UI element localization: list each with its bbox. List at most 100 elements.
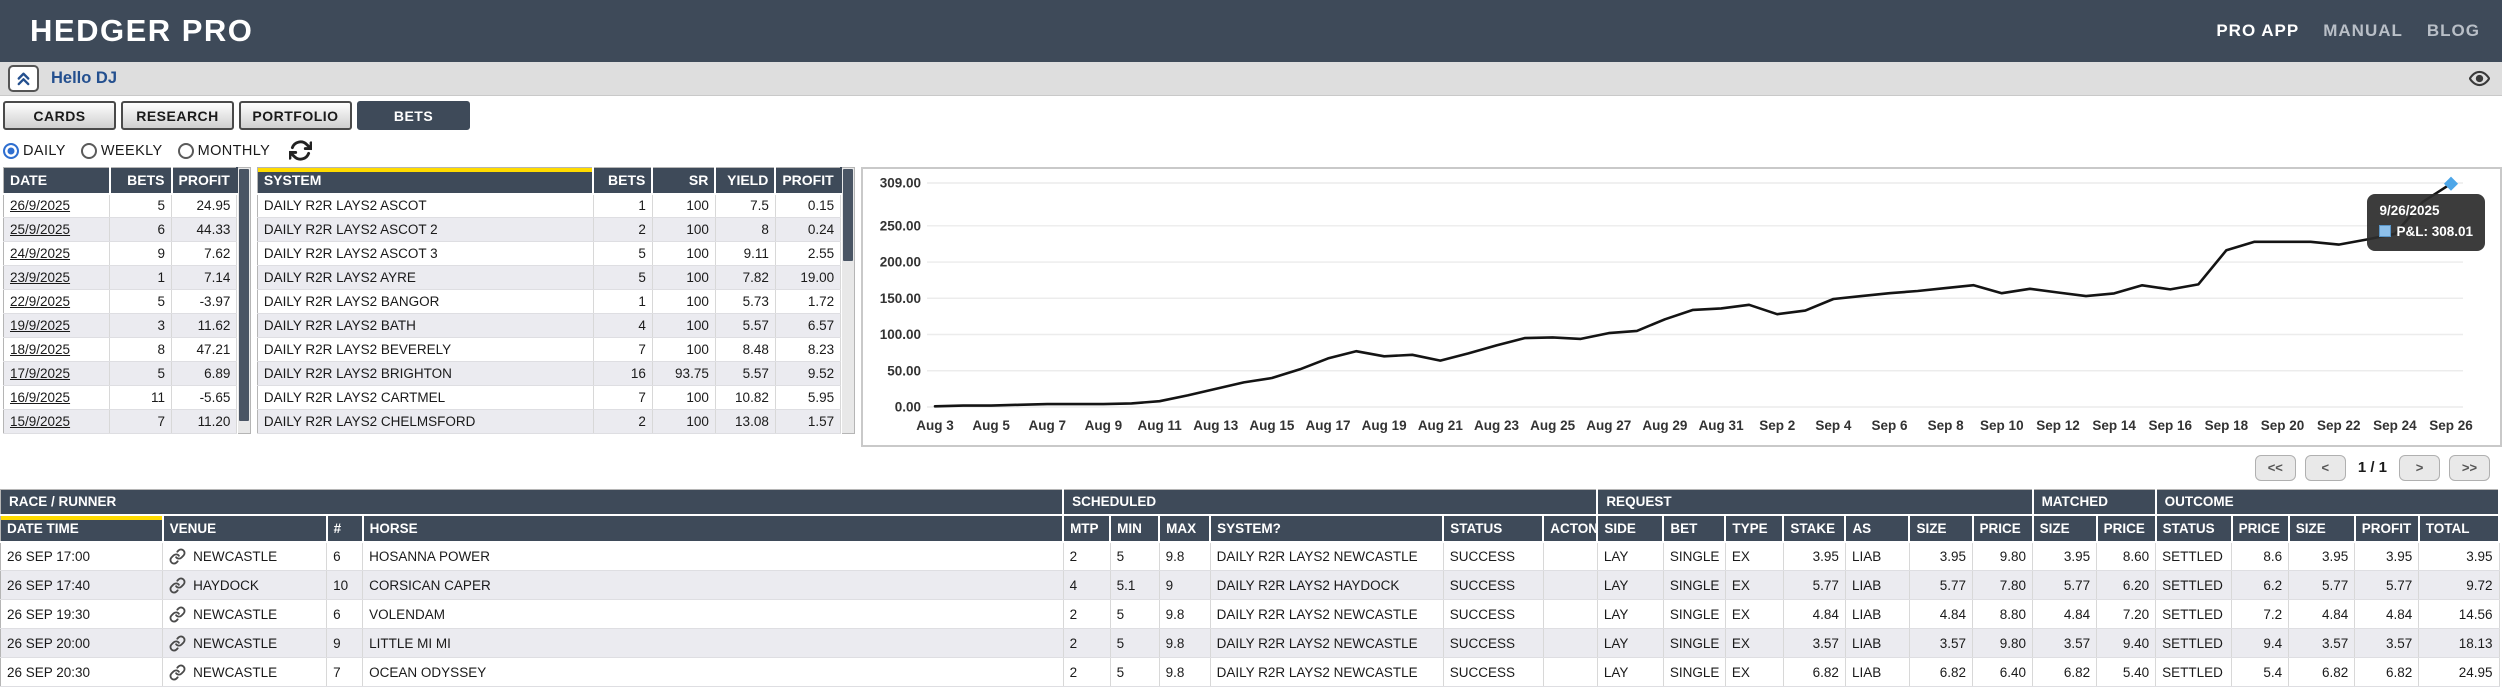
bets-cell: 9.8 <box>1159 657 1211 687</box>
bets-cell: LAY <box>1597 628 1664 658</box>
bets-cell: SUCCESS <box>1443 628 1544 658</box>
system-col-system[interactable]: SYSTEM <box>257 167 595 195</box>
bets-col-max-6[interactable]: MAX <box>1159 514 1212 543</box>
bets-cell: 6.82 <box>2288 657 2356 687</box>
bets-cell: SETTLED <box>2155 657 2233 687</box>
refresh-button[interactable] <box>289 139 313 162</box>
bets-cell: NEWCASTLE <box>162 657 328 687</box>
radio-daily[interactable]: DAILY <box>3 142 66 159</box>
visibility-toggle[interactable] <box>2469 68 2490 89</box>
bets-col-acton-9[interactable]: ACTON <box>1543 514 1599 543</box>
bets-cell: 5.77 <box>1909 570 1974 600</box>
bets-group-matched: MATCHED <box>2032 489 2157 516</box>
bets-col-mtp-4[interactable]: MTP <box>1063 514 1112 543</box>
daily-date-link[interactable]: 26/9/2025 <box>3 193 110 218</box>
bets-cell <box>1543 599 1598 629</box>
tab-portfolio[interactable]: PORTFOLIO <box>239 101 352 130</box>
bets-col-horse-3[interactable]: HORSE <box>362 514 1065 543</box>
nav-link-manual[interactable]: MANUAL <box>2323 21 2403 40</box>
svg-text:309.00: 309.00 <box>879 176 920 191</box>
eye-icon <box>2469 68 2490 89</box>
venue-cell: NEWCASTLE <box>169 635 320 652</box>
next-page-button[interactable]: > <box>2399 454 2440 481</box>
bets-col-bet-11[interactable]: BET <box>1663 514 1727 543</box>
svg-text:Aug 17: Aug 17 <box>1305 418 1350 433</box>
bets-col-price-20[interactable]: PRICE <box>2231 514 2290 543</box>
system-cell: 7.82 <box>715 265 776 290</box>
bets-col-venue-1[interactable]: VENUE <box>162 514 328 543</box>
chain-link-icon[interactable] <box>169 664 186 681</box>
bets-cell: 5.77 <box>2354 570 2420 600</box>
bets-col-size-17[interactable]: SIZE <box>2032 514 2098 543</box>
daily-col-bets[interactable]: BETS <box>109 167 173 195</box>
system-table-scrollbar[interactable] <box>841 167 855 434</box>
svg-text:Sep 4: Sep 4 <box>1815 418 1852 433</box>
bets-col-datetime-0[interactable]: DATE TIME <box>0 514 164 543</box>
tab-research[interactable]: RESEARCH <box>121 101 234 130</box>
collapse-button[interactable] <box>8 65 39 92</box>
bets-col-profit-22[interactable]: PROFIT <box>2354 514 2420 543</box>
venue-name: NEWCASTLE <box>193 664 278 680</box>
system-col-profit[interactable]: PROFIT <box>775 167 842 195</box>
daily-date-link[interactable]: 17/9/2025 <box>3 361 110 386</box>
bets-cell: 5 <box>1110 628 1160 658</box>
system-cell: 1.72 <box>775 289 842 314</box>
chain-link-icon[interactable] <box>169 606 186 623</box>
period-filter-bar: DAILY WEEKLY MONTHLY <box>0 131 2502 163</box>
nav-link-pro-app[interactable]: PRO APP <box>2216 21 2300 40</box>
daily-date-link[interactable]: 23/9/2025 <box>3 265 110 290</box>
bets-col-size-15[interactable]: SIZE <box>1909 514 1974 543</box>
pnl-line-chart[interactable]: 309.00 250.00 200.00 150.00 100.00 50.00 0.00 A… <box>863 169 2479 443</box>
system-row: DAILY R2R LAYS2 CHELMSFORD 2 100 13.08 1.57 <box>257 409 842 434</box>
daily-date-link[interactable]: 16/9/2025 <box>3 385 110 410</box>
bets-col-system-7[interactable]: SYSTEM? <box>1210 514 1445 543</box>
prev-page-button[interactable]: < <box>2304 454 2346 481</box>
nav-link-blog[interactable]: BLOG <box>2426 21 2480 40</box>
chain-link-icon[interactable] <box>169 577 186 594</box>
daily-date-link[interactable]: 25/9/2025 <box>3 217 110 242</box>
first-page-button[interactable]: << <box>2254 454 2296 481</box>
daily-date-link[interactable]: 19/9/2025 <box>3 313 110 338</box>
bets-col-status-19[interactable]: STATUS <box>2155 514 2233 543</box>
bets-col-as-14[interactable]: AS <box>1845 514 1911 543</box>
system-cell: 5.73 <box>715 289 776 314</box>
bets-col-min-5[interactable]: MIN <box>1110 514 1161 543</box>
radio-monthly[interactable]: MONTHLY <box>177 142 271 159</box>
bets-col-size-21[interactable]: SIZE <box>2288 514 2356 543</box>
bets-col-side-10[interactable]: SIDE <box>1597 514 1665 543</box>
bets-cell: 3.57 <box>1783 628 1846 658</box>
daily-cell: 3 <box>109 313 172 338</box>
daily-date-link[interactable]: 15/9/2025 <box>3 409 110 434</box>
bets-col-price-16[interactable]: PRICE <box>1972 514 2034 543</box>
tab-bets[interactable]: BETS <box>357 101 470 130</box>
daily-table-scrollbar[interactable] <box>237 167 251 434</box>
svg-text:Sep 8: Sep 8 <box>1927 418 1964 433</box>
daily-col-date[interactable]: DATE <box>3 167 111 195</box>
system-col-bets[interactable]: BETS <box>593 167 654 195</box>
system-cell: 6.57 <box>775 313 842 338</box>
bets-col-total-23[interactable]: TOTAL <box>2418 514 2501 543</box>
system-cell: 100 <box>652 337 716 362</box>
system-cell: 100 <box>652 241 716 266</box>
radio-weekly[interactable]: WEEKLY <box>80 142 163 159</box>
daily-date-link[interactable]: 22/9/2025 <box>3 289 110 314</box>
svg-text:Aug 21: Aug 21 <box>1418 418 1464 433</box>
system-panel: SYSTEM BETS SR YIELD PROFIT DAILY R2R LAYS2 … <box>256 167 855 434</box>
bets-cell: 4 <box>1063 570 1111 600</box>
system-col-yield[interactable]: YIELD <box>715 167 777 195</box>
bets-col-price-18[interactable]: PRICE <box>2096 514 2157 543</box>
system-col-sr[interactable]: SR <box>652 167 717 195</box>
chain-link-icon[interactable] <box>169 548 186 565</box>
daily-date-link[interactable]: 18/9/2025 <box>3 337 110 362</box>
svg-text:Aug 31: Aug 31 <box>1698 418 1744 433</box>
bets-col-status-8[interactable]: STATUS <box>1443 514 1545 543</box>
bets-col-stake-13[interactable]: STAKE <box>1783 514 1847 543</box>
last-page-button[interactable]: >> <box>2449 454 2490 481</box>
bets-col-type-12[interactable]: TYPE <box>1725 514 1785 543</box>
daily-date-link[interactable]: 24/9/2025 <box>3 241 110 266</box>
daily-col-profit[interactable]: PROFIT <box>171 167 238 195</box>
tab-cards[interactable]: CARDS <box>3 101 116 130</box>
bets-col-#-2[interactable]: # <box>326 514 364 543</box>
svg-text:50.00: 50.00 <box>887 363 921 378</box>
chain-link-icon[interactable] <box>169 635 186 652</box>
